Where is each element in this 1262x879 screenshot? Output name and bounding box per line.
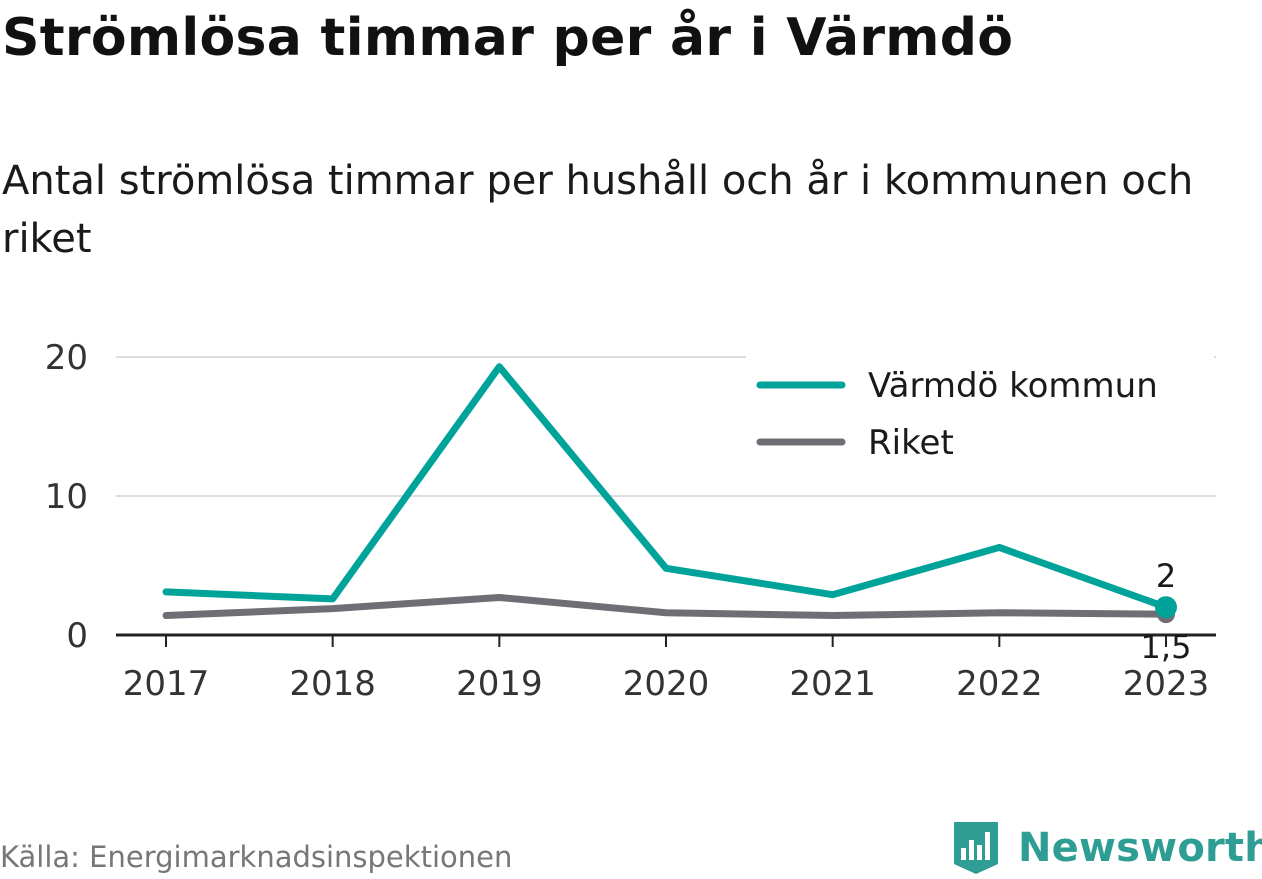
logo-text: Newsworthy	[1018, 825, 1262, 871]
x-tick-label: 2020	[623, 664, 710, 704]
legend-label: Värmdö kommun	[868, 366, 1158, 406]
legend: Värmdö kommun Riket	[746, 354, 1214, 469]
newsworthy-logo: Newsworthy	[952, 820, 1262, 876]
end-label-riket: 1,5	[1141, 628, 1192, 666]
legend-background	[746, 354, 1214, 469]
x-tick-label: 2022	[956, 664, 1043, 704]
end-point-varmdo	[1155, 596, 1177, 619]
y-tick-label: 10	[45, 477, 88, 517]
x-tick-label: 2023	[1123, 664, 1210, 704]
source-note: Källa: Energimarknadsinspektionen	[0, 840, 513, 874]
x-tick-label: 2017	[123, 664, 210, 704]
series-lines	[162, 363, 1177, 624]
line-chart: 0 10 20 2017 2018 2019 2020 2021 2022 2023 Värmdö…	[45, 338, 1216, 704]
y-tick-label: 0	[66, 616, 88, 656]
y-tick-label: 20	[45, 338, 88, 378]
legend-label: Riket	[868, 423, 954, 463]
x-tick-label: 2018	[289, 664, 376, 704]
end-label-varmdo: 2	[1156, 557, 1176, 595]
chart-subtitle: Antal strömlösa timmar per hushåll och å…	[2, 158, 1194, 262]
axes: 0 10 20 2017 2018 2019 2020 2021 2022 2023	[45, 338, 1216, 704]
series-line-riket	[162, 593, 1170, 620]
chart-title: Strömlösa timmar per år i Värmdö	[2, 8, 1014, 68]
x-tick-label: 2019	[456, 664, 543, 704]
x-tick-label: 2021	[789, 664, 876, 704]
newsworthy-logo-icon	[954, 822, 998, 874]
series-line-varmdo	[162, 363, 1170, 611]
data-labels: 21,5	[1141, 557, 1192, 666]
